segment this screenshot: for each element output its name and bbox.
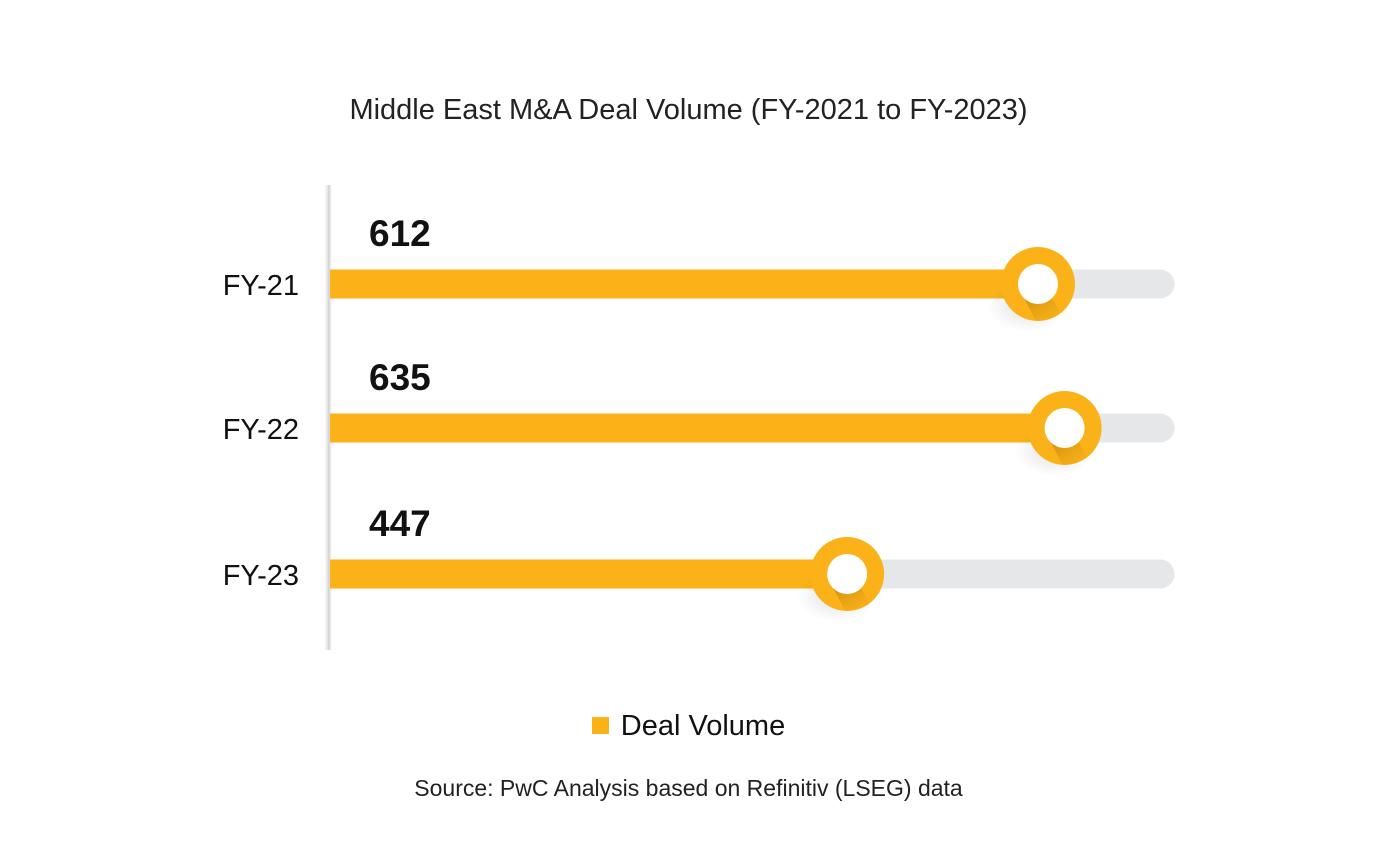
source-note: Source: PwC Analysis based on Refinitiv … bbox=[414, 775, 963, 801]
knob-inner-shadow bbox=[1050, 442, 1087, 465]
category-label: FY-21 bbox=[223, 270, 299, 302]
bar bbox=[330, 413, 1065, 443]
bar bbox=[330, 269, 1038, 299]
chart-title: Middle East M&A Deal Volume (FY-2021 to … bbox=[349, 94, 1028, 126]
bar-end-knob-center bbox=[1044, 408, 1085, 448]
bar-end-knob-center bbox=[827, 554, 868, 594]
data-label: 635 bbox=[369, 357, 431, 398]
knob-inner-shadow bbox=[1024, 298, 1061, 321]
legend: Deal Volume bbox=[0, 710, 1377, 743]
bar-end-knob-center bbox=[1018, 264, 1058, 304]
data-label: 612 bbox=[369, 213, 431, 254]
bar bbox=[330, 559, 848, 589]
category-label: FY-22 bbox=[223, 414, 299, 446]
legend-label-deal-volume: Deal Volume bbox=[620, 710, 786, 742]
bar-group-fy-21 bbox=[330, 247, 1175, 332]
category-label: FY-23 bbox=[223, 560, 299, 592]
chart-plot: FY-21 612 FY-22 635 FY-23 447 bbox=[223, 185, 1175, 650]
bar-group-fy-23 bbox=[330, 537, 1175, 622]
data-label: 447 bbox=[369, 503, 431, 544]
bar-group-fy-22 bbox=[330, 391, 1175, 476]
legend-swatch-deal-volume bbox=[591, 717, 609, 734]
knob-inner-shadow bbox=[833, 588, 870, 611]
y-axis-line bbox=[323, 185, 333, 650]
